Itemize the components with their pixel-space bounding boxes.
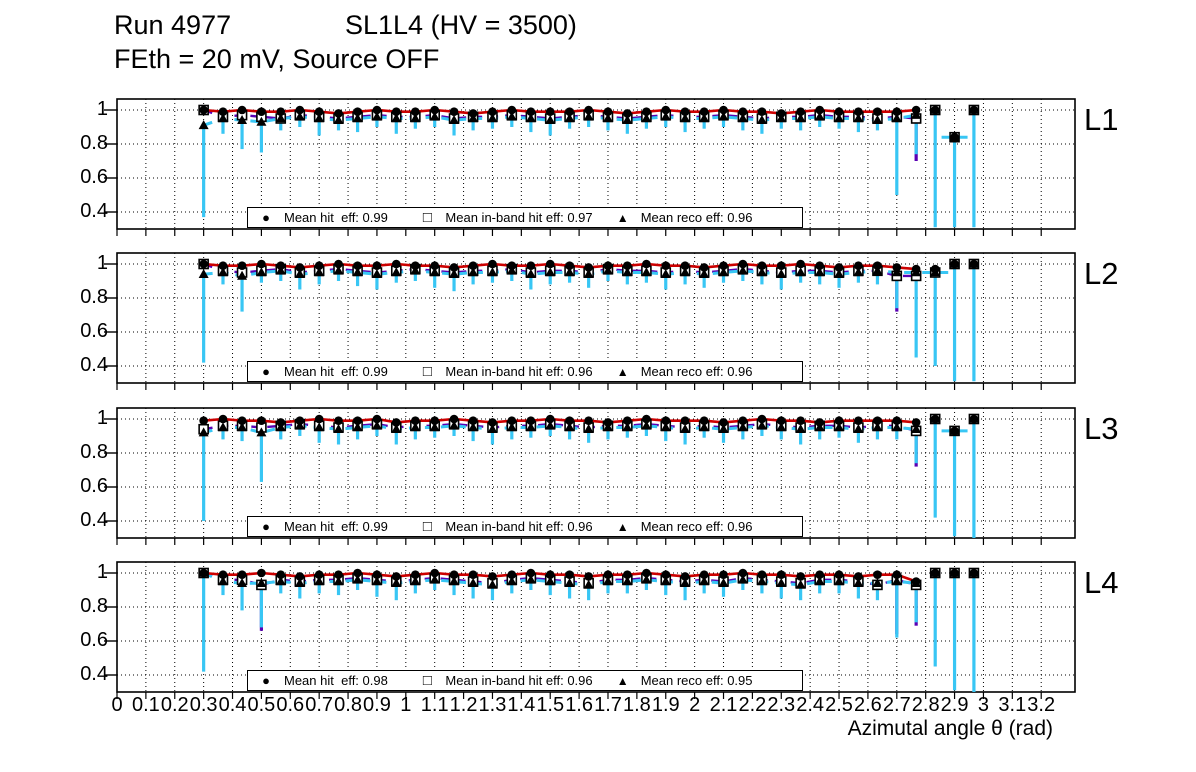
x-axis-tick-label: 3.1 <box>998 694 1027 716</box>
legend-entry: □ Mean in-band hit eff: 0.96 <box>409 517 604 536</box>
filled-circle-icon: ● <box>262 364 270 379</box>
x-axis-tick-label: 0 <box>111 694 123 716</box>
x-axis-tick-label: 2.2 <box>738 694 767 716</box>
legend-entry: ● Mean hit eff: 0.99 <box>248 208 409 227</box>
figure-title-config: SL1L4 (HV = 3500) <box>345 10 577 40</box>
legend-entry: ▲ Mean reco eff: 0.96 <box>605 362 802 381</box>
legend-entry-label: Mean in-band hit eff: 0.96 <box>445 364 593 379</box>
filled-triangle-icon: ▲ <box>616 210 629 225</box>
x-axis-tick-label: 1.9 <box>651 694 680 716</box>
legend-entry: ▲ Mean reco eff: 0.96 <box>605 517 802 536</box>
y-axis-tick-label: 0.4 <box>80 663 108 685</box>
panel-L4-legend: ● Mean hit eff: 0.98 □ Mean in-band hit eff… <box>247 670 803 691</box>
open-square-icon: □ <box>422 363 432 380</box>
y-axis-tick-label: 0.4 <box>80 354 108 376</box>
filled-triangle-icon: ▲ <box>616 364 629 379</box>
x-axis-tick-label: 1.8 <box>622 694 651 716</box>
legend-entry: ▲ Mean reco eff: 0.95 <box>605 671 802 690</box>
x-axis-tick-label: 2.8 <box>911 694 940 716</box>
y-axis-tick-label: 0.4 <box>80 509 108 531</box>
legend-entry-label: Mean reco eff: 0.96 <box>640 364 753 379</box>
filled-circle-icon: ● <box>262 519 270 534</box>
x-axis-tick-label: 0.5 <box>247 694 276 716</box>
y-axis-tick-label: 1 <box>96 98 108 120</box>
x-axis-tick-label: 0.2 <box>160 694 189 716</box>
y-axis-tick-label: 0.6 <box>80 629 108 651</box>
legend-entry-label: Mean reco eff: 0.95 <box>640 673 753 688</box>
x-axis-tick-label: 1.5 <box>536 694 565 716</box>
y-axis-tick-label: 0.6 <box>80 475 108 497</box>
x-axis-title: Azimutal angle θ (rad) <box>847 717 1053 740</box>
panel-label: L3 <box>1084 411 1119 446</box>
open-square-icon: □ <box>422 672 432 689</box>
legend-entry: ● Mean hit eff: 0.99 <box>248 362 409 381</box>
legend-entry: □ Mean in-band hit eff: 0.96 <box>409 671 604 690</box>
y-axis-tick-label: 0.6 <box>80 166 108 188</box>
x-axis-tick-label: 0.9 <box>363 694 391 716</box>
x-axis-tick-label: 2.6 <box>854 694 882 716</box>
figure-title-run: Run 4977 <box>114 10 232 40</box>
y-axis-tick-label: 0.8 <box>80 595 108 617</box>
legend-entry-label: Mean in-band hit eff: 0.96 <box>445 673 593 688</box>
x-axis-tick-label: 1.1 <box>420 694 449 716</box>
legend-entry: ● Mean hit eff: 0.99 <box>248 517 409 536</box>
y-axis-tick-label: 1 <box>96 252 108 274</box>
y-axis-tick-label: 0.8 <box>80 286 108 308</box>
x-axis-tick-label: 0.6 <box>276 694 305 716</box>
filled-triangle-icon: ▲ <box>616 673 629 688</box>
filled-circle-icon: ● <box>262 673 270 688</box>
x-axis-tick-label: 2.5 <box>825 694 853 716</box>
y-axis-tick-label: 1 <box>96 407 108 429</box>
x-axis-tick-label: 0.3 <box>189 694 218 716</box>
legend-entry: □ Mean in-band hit eff: 0.96 <box>409 362 604 381</box>
legend-entry: □ Mean in-band hit eff: 0.97 <box>409 208 604 227</box>
x-axis-tick-label: 1.4 <box>507 694 536 716</box>
panel-L3-plot <box>104 407 1076 545</box>
x-axis-tick-label: 3.2 <box>1027 694 1056 716</box>
x-axis-tick-label: 0.8 <box>334 694 362 716</box>
y-axis-tick-label: 1 <box>96 561 108 583</box>
x-axis-tick-label: 2.9 <box>940 694 969 716</box>
x-axis-tick-label: 2.4 <box>796 694 825 716</box>
panel-label: L1 <box>1084 102 1119 137</box>
figure-subtitle: FEth = 20 mV, Source OFF <box>114 44 440 74</box>
y-axis-tick-label: 0.8 <box>80 441 108 463</box>
panel-label: L2 <box>1084 256 1119 291</box>
legend-entry-label: Mean reco eff: 0.96 <box>640 210 753 225</box>
panel-L2-legend: ● Mean hit eff: 0.99 □ Mean in-band hit eff… <box>247 361 803 382</box>
panel-L1-legend: ● Mean hit eff: 0.99 □ Mean in-band hit eff… <box>247 207 803 228</box>
x-axis-tick-label: 1.6 <box>565 694 593 716</box>
x-axis-tick-label: 1 <box>400 694 412 716</box>
y-axis-tick-label: 0.6 <box>80 320 108 342</box>
x-axis-tick-label: 0.1 <box>131 694 160 716</box>
open-square-icon: □ <box>422 518 432 535</box>
legend-entry-label: Mean reco eff: 0.96 <box>640 519 753 534</box>
x-axis-tick-label: 2.3 <box>767 694 796 716</box>
panel-label: L4 <box>1084 565 1119 600</box>
y-axis-tick-label: 0.8 <box>80 132 108 154</box>
legend-entry-label: Mean in-band hit eff: 0.97 <box>445 210 593 225</box>
filled-triangle-icon: ▲ <box>616 519 629 534</box>
legend-entry-label: Mean hit eff: 0.98 <box>284 673 388 688</box>
x-axis-tick-label: 1.3 <box>478 694 507 716</box>
panel-L4-plot <box>104 561 1076 699</box>
x-axis-tick-label: 2 <box>689 694 701 716</box>
legend-entry: ▲ Mean reco eff: 0.96 <box>605 208 802 227</box>
x-axis-tick-label: 0.4 <box>218 694 247 716</box>
x-axis-tick-label: 2.1 <box>709 694 738 716</box>
legend-entry-label: Mean hit eff: 0.99 <box>284 519 388 534</box>
filled-circle-icon: ● <box>262 210 270 225</box>
legend-entry-label: Mean hit eff: 0.99 <box>284 364 388 379</box>
legend-entry-label: Mean hit eff: 0.99 <box>284 210 388 225</box>
legend-entry: ● Mean hit eff: 0.98 <box>248 671 409 690</box>
legend-entry-label: Mean in-band hit eff: 0.96 <box>445 519 593 534</box>
y-axis-tick-label: 0.4 <box>80 200 108 222</box>
x-axis-tick-label: 2.7 <box>882 694 911 716</box>
x-axis-tick-label: 1.2 <box>449 694 478 716</box>
x-axis-tick-label: 0.7 <box>305 694 334 716</box>
open-square-icon: □ <box>422 209 432 226</box>
x-axis-tick-label: 1.7 <box>594 694 622 716</box>
panel-L3-legend: ● Mean hit eff: 0.99 □ Mean in-band hit eff… <box>247 516 803 537</box>
x-axis-tick-label: 3 <box>977 694 989 716</box>
